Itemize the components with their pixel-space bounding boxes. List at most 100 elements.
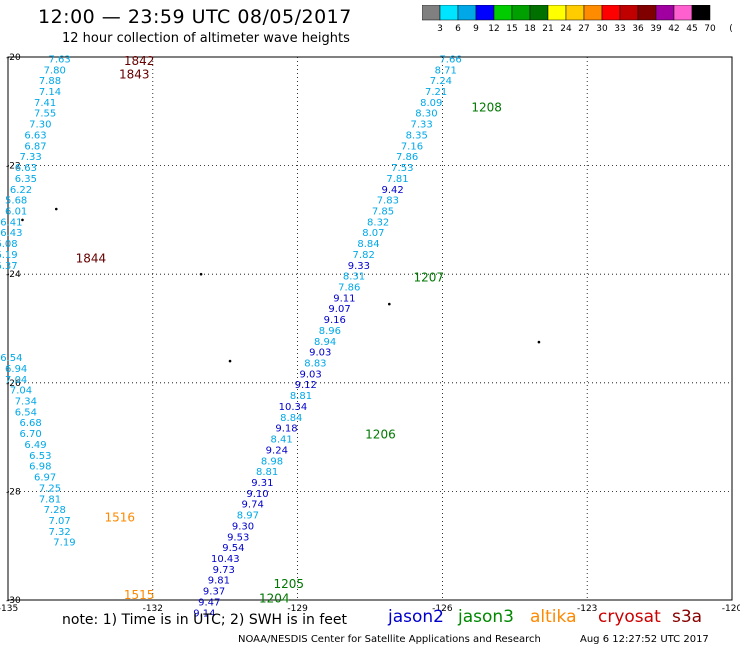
wave-height-label: 7.33 (20, 152, 42, 163)
wave-height-label: 5.68 (5, 196, 27, 207)
wave-height-label: 9.42 (382, 185, 404, 196)
footer-timestamp: Aug 6 12:27:52 UTC 2017 (580, 634, 709, 645)
wave-height-label: 10.43 (211, 554, 240, 565)
wave-height-label: 9.37 (203, 587, 225, 598)
wave-height-label: 9.12 (295, 380, 317, 391)
satellite-s3a: s3a (672, 607, 703, 627)
wave-height-label: 7.04 (10, 386, 32, 397)
pass-time-label: 1208 (471, 100, 502, 114)
wave-height-label: 6.35 (15, 174, 37, 185)
wave-height-label: 9.18 (275, 424, 297, 435)
color-scale-label: 9 (473, 24, 479, 34)
wave-height-label: 8.81 (290, 391, 312, 402)
footer-credit: NOAA/NESDIS Center for Satellite Applica… (238, 634, 541, 645)
wave-height-label: 6.97 (34, 473, 56, 484)
wave-height-label: 9.74 (242, 500, 264, 511)
wave-height-label: 6.37 (0, 261, 18, 272)
wave-height-label: 9.31 (251, 478, 273, 489)
wave-height-label: 7.63 (48, 54, 70, 65)
pass-time-label: 1842 (124, 54, 155, 68)
color-scale-label: 33 (614, 24, 625, 34)
satellite-jason2: jason2 (388, 607, 444, 627)
color-scale-label: 21 (542, 24, 553, 34)
y-tick-label: -22 (6, 162, 21, 172)
track-diagonal: 7.668.717.247.218.098.307.338.357.167.86… (193, 54, 461, 619)
map-title: 12:00 — 23:59 UTC 08/05/2017 (38, 6, 352, 28)
wave-height-label: 9.33 (348, 261, 370, 272)
wave-height-label: 9.73 (213, 565, 235, 576)
island-marker (199, 272, 203, 276)
wave-height-label: 6.94 (5, 364, 27, 375)
wave-height-label: 9.03 (309, 348, 331, 359)
wave-height-label: 7.14 (39, 87, 61, 98)
wave-height-label: 8.71 (435, 65, 457, 76)
color-scale-label: 45 (686, 24, 697, 34)
wave-height-label: 9.14 (193, 608, 215, 619)
wave-height-label: 8.84 (357, 239, 379, 250)
wave-height-label: 8.81 (256, 467, 278, 478)
wave-height-label: 7.88 (39, 76, 61, 87)
y-tick-label: -30 (6, 596, 21, 606)
wave-height-label: 7.85 (372, 206, 394, 217)
wave-height-label: 7.33 (410, 120, 432, 131)
wave-height-label: 7.66 (439, 54, 461, 65)
wave-height-label: 7.21 (425, 87, 447, 98)
wave-height-label: 7.32 (48, 527, 70, 538)
wave-height-label: 6.54 (0, 353, 22, 364)
x-tick-label: -129 (287, 604, 308, 614)
wave-height-label: 9.47 (198, 597, 220, 608)
wave-height-label: 8.94 (314, 337, 336, 348)
wave-height-label: 8.96 (319, 326, 341, 337)
x-tick-label: -132 (143, 604, 163, 614)
wave-height-label: 9.81 (208, 576, 230, 587)
wave-height-label: 6.54 (15, 407, 37, 418)
wave-height-label: 9.07 (328, 304, 350, 315)
wave-height-label: 6.98 (29, 462, 51, 473)
wave-height-label: 7.86 (338, 282, 360, 293)
wave-height-label: 7.04 (5, 375, 27, 386)
island-marker (537, 340, 541, 344)
color-scale-label: 70 (704, 24, 716, 34)
wave-height-label: 6.53 (29, 451, 51, 462)
wave-height-label: 8.31 (343, 272, 365, 283)
wave-height-label: 6.49 (24, 440, 46, 451)
color-scale-label: 24 (560, 24, 572, 34)
island-marker (21, 218, 24, 222)
wave-height-label: 7.16 (401, 141, 423, 152)
wave-height-label: 7.07 (48, 516, 70, 527)
map-subtitle: 12 hour collection of altimeter wave hei… (62, 31, 350, 46)
color-scale-label: 39 (650, 24, 662, 34)
pass-time-label: 1844 (76, 251, 107, 265)
wave-height-label: 9.03 (299, 369, 321, 380)
wave-height-label: 8.97 (237, 511, 259, 522)
color-scale-label: 6 (455, 24, 461, 34)
x-tick-label: -120 (722, 604, 740, 614)
pass-time-label: 1207 (413, 270, 444, 284)
wave-height-label: 7.81 (386, 174, 408, 185)
wave-height-label: 7.81 (39, 494, 61, 505)
wave-height-label: 6.87 (24, 141, 46, 152)
wave-height-label: 6.22 (10, 185, 32, 196)
wave-height-label: 7.82 (353, 250, 375, 261)
y-tick-label: -24 (6, 270, 21, 280)
wave-height-label: 8.83 (304, 359, 326, 370)
wave-height-label: 7.80 (44, 65, 66, 76)
wave-height-label: 7.25 (39, 483, 61, 494)
wave-height-label: 6.08 (0, 239, 18, 250)
color-scale-label: (ft) (729, 24, 732, 34)
pass-time-label: 1204 (259, 592, 290, 606)
wave-height-label: 8.32 (367, 217, 389, 228)
y-tick-label: -28 (6, 487, 21, 497)
wave-height-label: 8.84 (280, 413, 302, 424)
wave-height-label: 7.34 (15, 397, 37, 408)
wave-height-label: 6.70 (20, 429, 42, 440)
color-scale-label: 27 (578, 24, 589, 34)
wave-height-label: 7.55 (34, 109, 56, 120)
wave-height-label: 9.10 (246, 489, 268, 500)
footer-note: note: 1) Time is in UTC; 2) SWH is in fe… (62, 612, 348, 628)
wave-height-label: 6.63 (15, 163, 37, 174)
wave-height-label: 8.30 (415, 109, 437, 120)
color-scale-label: 18 (524, 24, 536, 34)
